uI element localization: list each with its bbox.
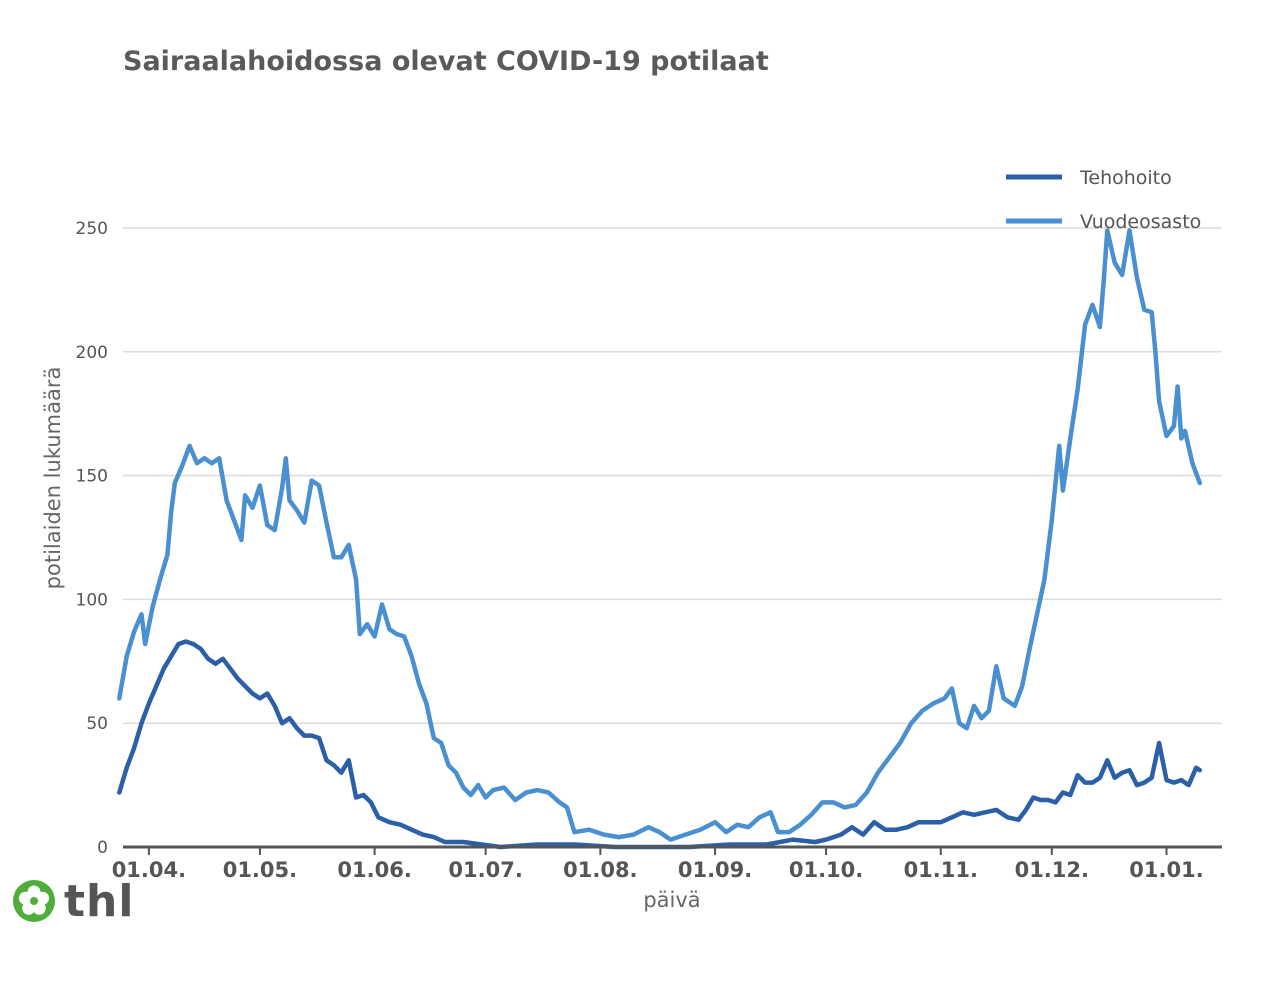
flower-logo-icon <box>13 880 55 922</box>
series-line-tehohoito <box>117 639 1203 850</box>
legend: Tehohoito Vuodeosasto <box>1006 167 1201 233</box>
data-series <box>117 228 1203 850</box>
x-axis-label: päivä <box>643 888 700 912</box>
legend-label-tehohoito: Tehohoito <box>1079 167 1172 189</box>
x-tick-label: 01.08. <box>563 858 637 882</box>
y-tick-label: 0 <box>97 838 108 858</box>
y-tick-labels: 0 50 100 150 200 250 <box>76 219 108 858</box>
x-tick-label: 01.07. <box>448 858 522 882</box>
x-tick-label: 01.05. <box>223 858 297 882</box>
x-tick-label: 01.11. <box>904 858 978 882</box>
y-tick-label: 50 <box>86 714 108 734</box>
y-tick-label: 200 <box>76 343 108 363</box>
grid-lines <box>123 227 1222 724</box>
series-line-vuodeosasto <box>117 228 1203 842</box>
x-tick-label: 01.04. <box>112 858 186 882</box>
chart-title: Sairaalahoidossa olevat COVID-19 potilaa… <box>123 46 769 77</box>
legend-label-vuodeosasto: Vuodeosasto <box>1080 211 1201 233</box>
thl-logo: thl <box>12 875 135 927</box>
y-axis-label: potilaiden lukumäärä <box>41 367 65 590</box>
logo-text: thl <box>64 875 135 927</box>
x-tick-label: 01.06. <box>337 858 411 882</box>
x-tick-label: 01.10. <box>789 858 863 882</box>
x-tick-label: 01.12. <box>1015 858 1089 882</box>
y-tick-label: 250 <box>76 219 108 239</box>
y-tick-label: 150 <box>76 467 108 487</box>
y-tick-label: 100 <box>76 590 108 610</box>
x-tick-labels: 01.04. 01.05. 01.06. 01.07. 01.08. 01.09. 01.1… <box>112 847 1204 882</box>
x-tick-label: 01.09. <box>678 858 752 882</box>
x-tick-label: 01.01. <box>1129 858 1203 882</box>
